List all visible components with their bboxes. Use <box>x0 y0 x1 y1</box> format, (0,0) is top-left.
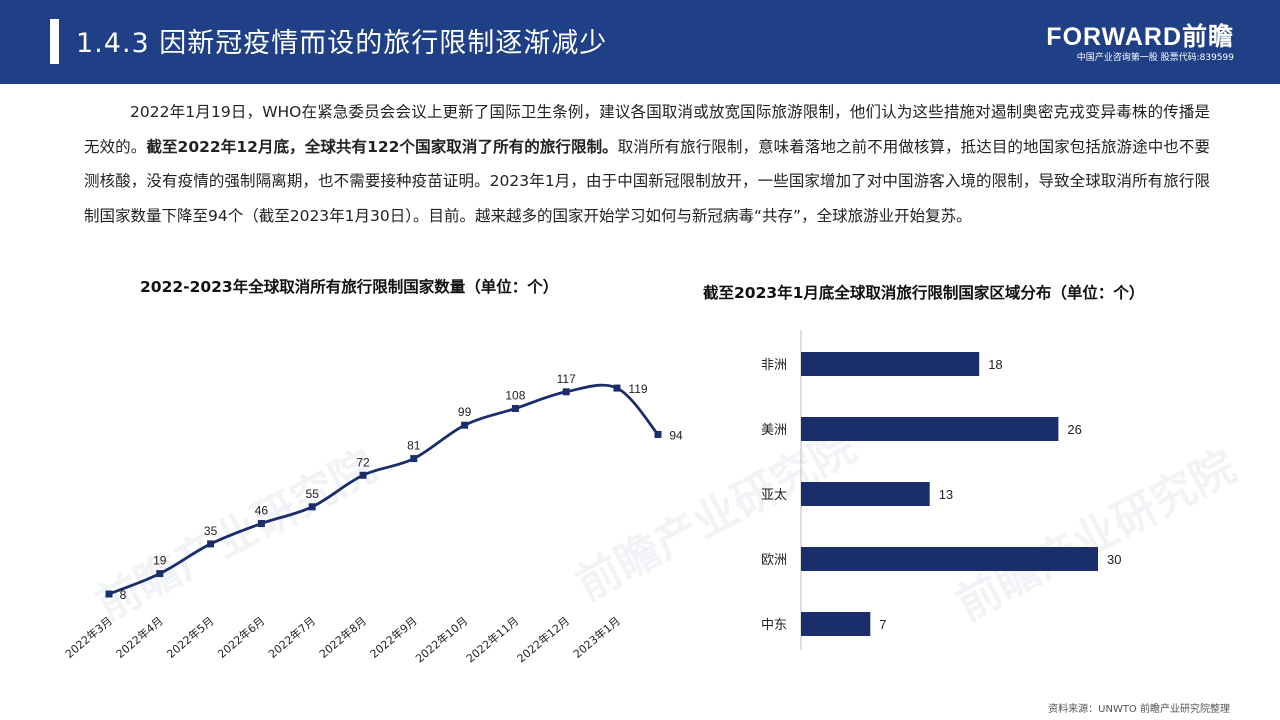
data-label-2023年1月: 119 <box>628 382 647 396</box>
paragraph-highlight: 截至2022年12月底，全球共有122个国家取消了所有的旅行限制。 <box>146 137 618 156</box>
page-title: 1.4.3 因新冠疫情而设的旅行限制逐渐减少 <box>76 28 608 59</box>
data-label-2022年3月: 8 <box>120 588 127 602</box>
data-point-2022年12月 <box>562 388 570 396</box>
data-point-2022年9月 <box>410 455 418 463</box>
series-line <box>108 383 660 596</box>
data-point-2022年6月 <box>257 520 265 528</box>
data-point-end <box>654 430 662 438</box>
data-point-2022年5月 <box>207 540 215 548</box>
data-label-2022年9月: 81 <box>407 439 421 453</box>
data-label-2022年12月: 117 <box>557 372 576 386</box>
line-chart: 82022年3月192022年4月352022年5月462022年6月55202… <box>62 372 683 666</box>
data-label-2022年8月: 72 <box>356 455 370 469</box>
category-label: 中东 <box>761 618 787 633</box>
data-label-end: 94 <box>669 428 683 442</box>
data-point-2023年1月 <box>613 384 621 392</box>
paragraph-part-3: 取消所有旅行限制，意味着落地之前不用做核算，抵达目的地国家包括旅游途中也不要测核… <box>84 137 1210 225</box>
data-point-2022年4月 <box>156 570 164 578</box>
data-label-2022年4月: 19 <box>153 554 167 568</box>
value-label: 26 <box>1067 422 1081 437</box>
data-label-2022年10月: 99 <box>458 405 472 419</box>
source-note: 资料来源：UNWTO 前瞻产业研究院整理 <box>1048 704 1230 715</box>
category-label: 亚太 <box>761 488 787 503</box>
data-point-2022年7月 <box>308 503 316 511</box>
line-chart-title: 2022-2023年全球取消所有旅行限制国家数量（单位：个） <box>140 278 559 296</box>
bar-中东 <box>801 612 871 636</box>
bar-chart-title: 截至2023年1月底全球取消旅行限制国家区域分布（单位：个） <box>703 284 1145 302</box>
paragraph-part-1: 2022年1月19日，WHO在紧急委员会会议上更新了国际卫生条例，建议各国取消或… <box>84 103 1210 156</box>
brand-logo: FORWARD前瞻 中国产业咨询第一股 股票代码:839599 <box>1046 24 1234 65</box>
data-label-2022年7月: 55 <box>306 487 320 501</box>
bar-chart: 非洲 18 美洲 26 亚太 13 欧洲 30 中东 7 <box>761 330 1121 650</box>
category-label: 欧洲 <box>761 553 787 568</box>
data-label-2022年11月: 108 <box>505 389 525 403</box>
bar-亚太 <box>801 482 930 506</box>
data-point-2022年11月 <box>511 405 519 412</box>
category-label: 美洲 <box>761 423 787 438</box>
value-label: 18 <box>988 357 1002 372</box>
data-point-2022年8月 <box>359 471 367 479</box>
category-label: 非洲 <box>761 358 787 373</box>
bar-美洲 <box>801 417 1059 441</box>
brand-subtitle: 中国产业咨询第一股 股票代码:839599 <box>1076 53 1234 63</box>
header-accent-bar <box>50 19 59 64</box>
value-label: 7 <box>879 617 886 632</box>
data-label-2022年5月: 35 <box>204 524 218 538</box>
value-label: 30 <box>1107 552 1121 567</box>
bar-非洲 <box>801 352 980 376</box>
data-point-2022年3月 <box>105 590 113 598</box>
body-paragraph: 2022年1月19日，WHO在紧急委员会会议上更新了国际卫生条例，建议各国取消或… <box>84 95 1210 233</box>
data-point-2022年10月 <box>461 421 469 429</box>
brand-name: FORWARD前瞻 <box>1046 23 1234 51</box>
header-banner: 1.4.3 因新冠疫情而设的旅行限制逐渐减少 FORWARD前瞻 中国产业咨询第… <box>0 0 1280 84</box>
data-label-2022年6月: 46 <box>255 504 269 518</box>
bar-欧洲 <box>801 547 1098 571</box>
value-label: 13 <box>939 487 953 502</box>
